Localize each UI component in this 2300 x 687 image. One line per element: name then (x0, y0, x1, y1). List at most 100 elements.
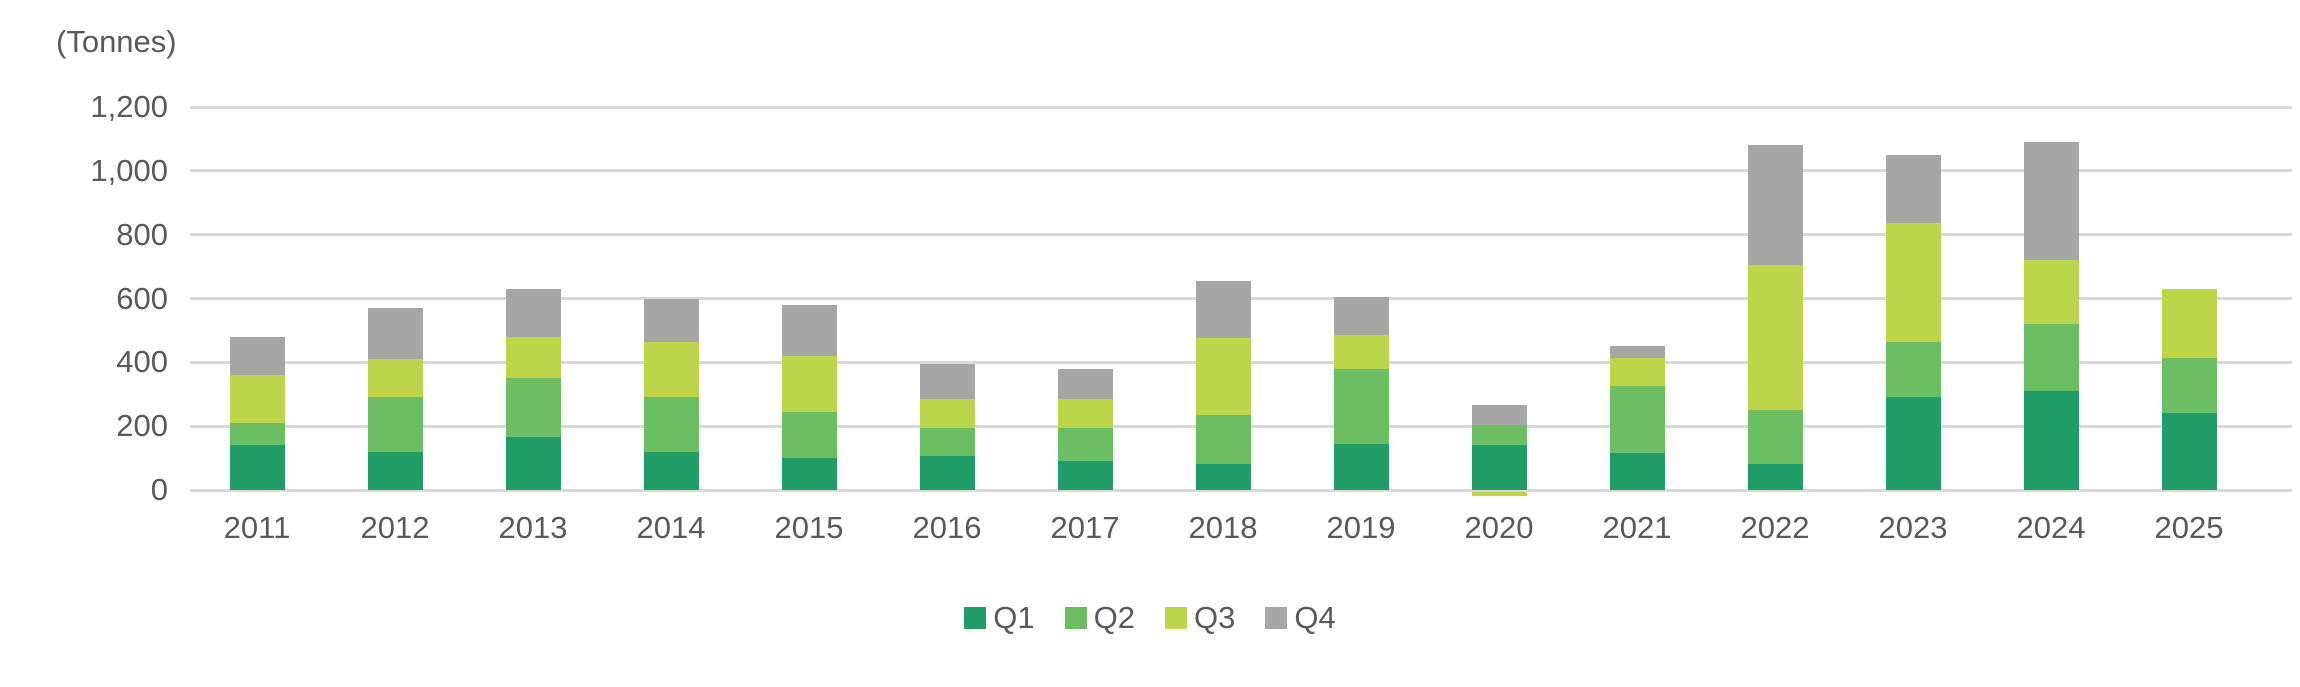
legend-label-q2: Q2 (1093, 600, 1135, 635)
bar-segment-q4-2017 (1057, 368, 1113, 400)
bar-segment-q1-2020 (1471, 445, 1527, 490)
bar-segment-q4-2023 (1885, 154, 1941, 224)
legend-item-q2: Q2 (1064, 600, 1135, 636)
y-axis-tick-label: 1,000 (90, 152, 168, 188)
x-axis-tick-label-2012: 2012 (360, 510, 430, 545)
bar-segment-q3-2019 (1333, 335, 1389, 369)
bar-segment-q3-2012 (367, 359, 423, 398)
bar-segment-q1-2018 (1195, 464, 1251, 490)
y-axis-unit-label: (Tonnes) (56, 24, 177, 59)
bar-segment-q2-2019 (1333, 368, 1389, 444)
bar-segment-q1-2025 (2161, 413, 2217, 490)
x-axis-tick-label-2018: 2018 (1188, 510, 1258, 545)
bar-segment-q1-2012 (367, 451, 423, 490)
bar-segment-q1-2013 (505, 437, 561, 490)
bar-segment-q1-2016 (919, 456, 975, 490)
bar-segment-q2-2018 (1195, 414, 1251, 465)
legend-swatch-q1 (964, 607, 987, 629)
gridline-800 (190, 233, 2292, 237)
bar-segment-q2-2017 (1057, 427, 1113, 462)
bar-segment-q2-2016 (919, 427, 975, 457)
y-axis-tick-label: 800 (116, 216, 168, 252)
x-axis-tick-label-2019: 2019 (1326, 510, 1396, 545)
bar-segment-q3-2013 (505, 336, 561, 379)
bar-segment-q2-2015 (781, 411, 837, 459)
x-axis-tick-label-2016: 2016 (912, 510, 982, 545)
bar-segment-q4-2024 (2023, 142, 2079, 261)
y-axis-tick-label: 200 (116, 408, 168, 444)
bar-segment-q4-2022 (1747, 145, 1803, 265)
y-axis-tick-label: 0 (150, 472, 168, 507)
bar-segment-q2-2025 (2161, 357, 2217, 414)
x-axis-tick-label-2025: 2025 (2154, 510, 2224, 545)
bar-segment-q3-2015 (781, 355, 837, 412)
x-axis-tick-label-2020: 2020 (1464, 510, 1534, 545)
bar-segment-q1-2014 (643, 451, 699, 490)
bar-segment-q3-2021 (1609, 357, 1665, 387)
bar-segment-q2-2024 (2023, 324, 2079, 392)
bar-segment-q2-2013 (505, 378, 561, 438)
bar-segment-q3-2018 (1195, 338, 1251, 415)
y-axis-tick-label: 600 (116, 280, 168, 316)
bar-segment-q4-2018 (1195, 280, 1251, 339)
bar-segment-q2-2012 (367, 397, 423, 452)
bar-segment-q1-2017 (1057, 461, 1113, 490)
gridline-1000 (190, 169, 2292, 173)
legend-item-q4: Q4 (1265, 600, 1336, 636)
bar-segment-q1-2015 (781, 458, 837, 490)
bar-segment-q4-2015 (781, 304, 837, 356)
bar-segment-q4-2019 (1333, 296, 1389, 336)
bar-segment-q4-2020 (1471, 405, 1527, 425)
bar-segment-q3-2011 (229, 375, 285, 423)
bar-segment-q3-2023 (1885, 223, 1941, 342)
x-axis-tick-label-2024: 2024 (2016, 510, 2086, 545)
bar-segment-q3-2020 (1471, 491, 1527, 497)
bar-segment-q4-2021 (1609, 346, 1665, 358)
bar-segment-q2-2022 (1747, 410, 1803, 465)
bar-segment-q2-2011 (229, 422, 285, 446)
bar-segment-q4-2014 (643, 298, 699, 342)
legend-item-q1: Q1 (964, 600, 1035, 636)
x-axis-tick-label-2017: 2017 (1050, 510, 1120, 545)
bar-segment-q4-2016 (919, 363, 975, 400)
bar-segment-q1-2024 (2023, 391, 2079, 490)
gridline-0 (190, 488, 2292, 492)
x-axis-tick-label-2011: 2011 (223, 510, 291, 545)
bar-segment-q3-2024 (2023, 260, 2079, 325)
x-axis-tick-label-2015: 2015 (774, 510, 844, 545)
x-axis-tick-label-2014: 2014 (636, 510, 706, 545)
legend-item-q3: Q3 (1165, 600, 1235, 636)
bar-segment-q1-2019 (1333, 443, 1389, 490)
bar-segment-q3-2022 (1747, 264, 1803, 411)
bar-segment-q2-2014 (643, 397, 699, 452)
bar-segment-q4-2011 (229, 336, 285, 376)
x-axis-tick-label-2013: 2013 (498, 510, 568, 545)
bar-segment-q3-2017 (1057, 399, 1113, 428)
legend-label-q4: Q4 (1294, 600, 1336, 635)
bar-segment-q1-2023 (1885, 397, 1941, 490)
bar-segment-q1-2021 (1609, 453, 1665, 490)
x-axis-tick-label-2021: 2021 (1602, 510, 1672, 545)
bar-segment-q4-2013 (505, 288, 561, 337)
legend-swatch-q3 (1165, 607, 1187, 629)
x-axis-tick-label-2022: 2022 (1740, 510, 1810, 545)
bar-segment-q3-2016 (919, 399, 975, 428)
bar-segment-q2-2023 (1885, 341, 1941, 398)
legend-label-q3: Q3 (1194, 600, 1236, 635)
legend-swatch-q2 (1064, 607, 1087, 629)
legend: Q1 Q2 Q3 Q4 (0, 600, 2300, 636)
bar-segment-q2-2020 (1471, 424, 1527, 446)
y-axis-tick-label: 400 (116, 344, 168, 380)
legend-swatch-q4 (1265, 607, 1288, 629)
legend-label-q1: Q1 (993, 600, 1035, 635)
bar-segment-q1-2011 (229, 445, 285, 490)
bar-segment-q3-2014 (643, 341, 699, 398)
x-axis-tick-label-2023: 2023 (1878, 510, 1948, 545)
bar-segment-q2-2021 (1609, 386, 1665, 454)
bar-segment-q3-2025 (2161, 288, 2217, 358)
bar-segment-q4-2012 (367, 308, 423, 360)
y-axis-tick-label: 1,200 (90, 89, 168, 124)
bar-segment-q1-2022 (1747, 464, 1803, 490)
gridline-1200 (190, 105, 2292, 109)
